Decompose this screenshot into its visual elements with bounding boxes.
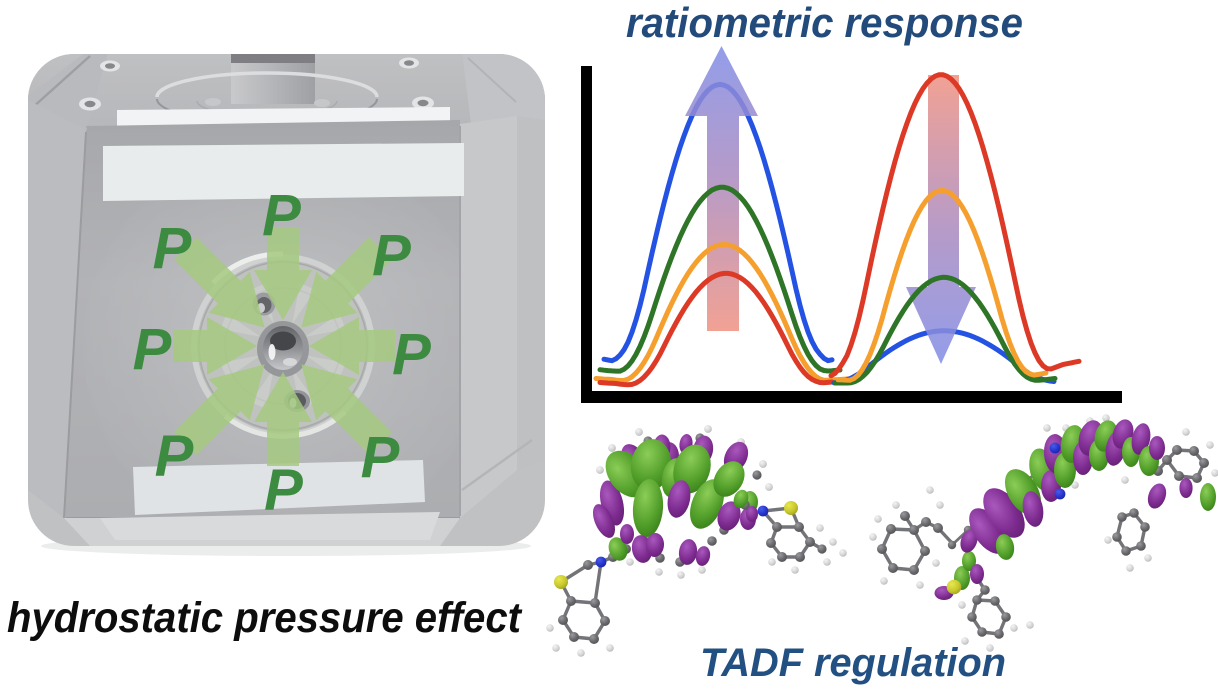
svg-text:hydrostatic pressure effect: hydrostatic pressure effect — [7, 594, 523, 642]
svg-text:TADF regulation: TADF regulation — [700, 641, 1006, 685]
svg-text:P: P — [262, 183, 301, 248]
svg-text:P: P — [372, 223, 411, 288]
svg-text:P: P — [153, 216, 192, 281]
svg-text:P: P — [264, 458, 303, 523]
svg-text:ratiometric response: ratiometric response — [626, 0, 1023, 46]
svg-text:P: P — [133, 317, 172, 382]
svg-text:P: P — [155, 424, 194, 489]
svg-text:P: P — [392, 322, 431, 387]
svg-text:P: P — [361, 425, 400, 490]
